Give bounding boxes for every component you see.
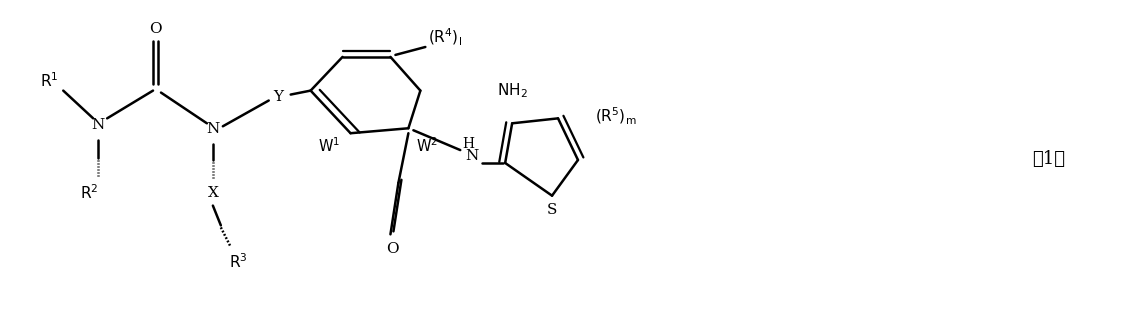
Text: N: N (91, 118, 105, 132)
Text: （1）: （1） (1032, 150, 1065, 168)
Text: $\mathsf{W^2}$: $\mathsf{W^2}$ (416, 137, 439, 156)
Text: N: N (465, 149, 479, 163)
Text: S: S (546, 203, 558, 217)
Text: $\mathsf{R^2}$: $\mathsf{R^2}$ (80, 183, 98, 202)
Text: O: O (386, 242, 399, 256)
Text: $\mathsf{NH_2}$: $\mathsf{NH_2}$ (497, 81, 528, 100)
Text: $\mathsf{R^3}$: $\mathsf{R^3}$ (230, 253, 248, 272)
Text: $\mathsf{(R^4)_l}$: $\mathsf{(R^4)_l}$ (429, 26, 463, 48)
Text: $\mathsf{(R^5)_m}$: $\mathsf{(R^5)_m}$ (596, 106, 637, 127)
Text: N: N (206, 122, 219, 136)
Text: O: O (149, 22, 161, 36)
Text: H: H (462, 137, 474, 151)
Text: $\mathsf{W^1}$: $\mathsf{W^1}$ (318, 137, 339, 156)
Text: X: X (207, 186, 218, 200)
Text: $\mathsf{R^1}$: $\mathsf{R^1}$ (40, 71, 58, 90)
Text: Y: Y (273, 90, 283, 104)
